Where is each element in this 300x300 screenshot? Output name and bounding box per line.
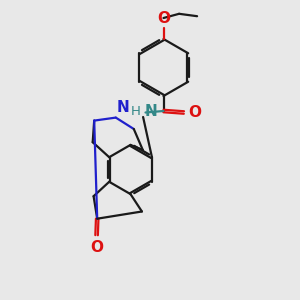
Text: N: N <box>144 104 157 119</box>
Text: H: H <box>131 105 141 118</box>
Text: O: O <box>157 11 170 26</box>
Text: N: N <box>117 100 129 115</box>
Text: O: O <box>90 240 103 255</box>
Text: O: O <box>188 105 201 120</box>
